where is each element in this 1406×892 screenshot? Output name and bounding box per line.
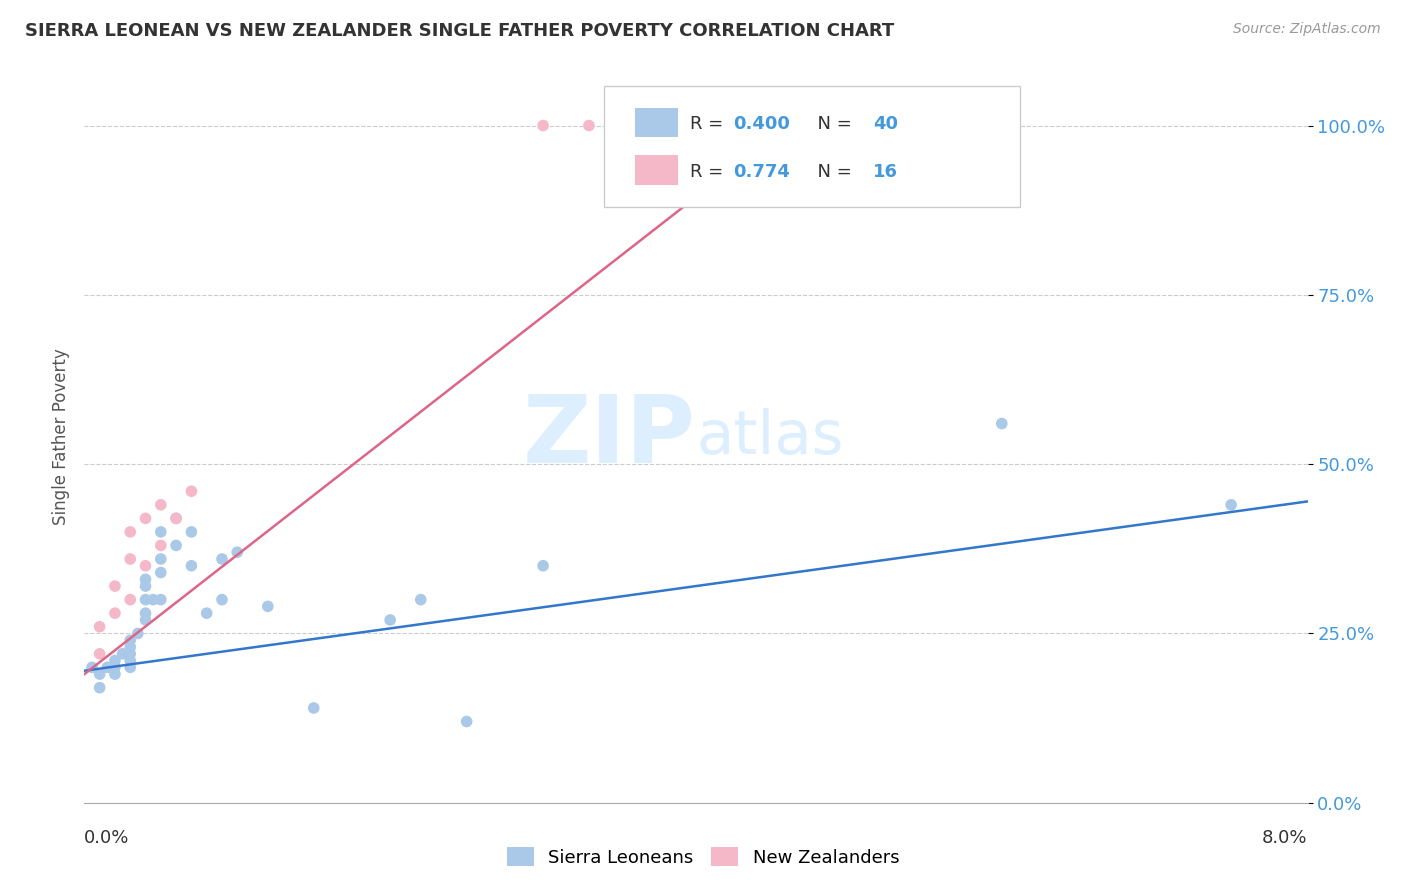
Y-axis label: Single Father Poverty: Single Father Poverty — [52, 349, 70, 525]
Point — [380, 613, 402, 627]
Point — [409, 592, 432, 607]
Point — [104, 654, 127, 668]
Point — [211, 552, 233, 566]
Point — [120, 633, 142, 648]
Point — [165, 511, 187, 525]
Point — [135, 511, 157, 525]
Point — [89, 620, 111, 634]
Point — [165, 511, 187, 525]
Point — [149, 566, 172, 580]
Point — [149, 524, 172, 539]
Point — [104, 579, 127, 593]
Point — [180, 558, 202, 573]
Text: 0.400: 0.400 — [733, 115, 790, 133]
FancyBboxPatch shape — [636, 108, 678, 137]
Legend: Sierra Leoneans, New Zealanders: Sierra Leoneans, New Zealanders — [499, 840, 907, 874]
Point — [149, 552, 172, 566]
Text: atlas: atlas — [696, 408, 844, 467]
FancyBboxPatch shape — [636, 155, 678, 185]
Point — [211, 592, 233, 607]
Point — [195, 606, 218, 620]
Point — [89, 681, 111, 695]
Text: 0.0%: 0.0% — [84, 829, 129, 847]
Point — [578, 119, 600, 133]
Point — [531, 119, 554, 133]
Point — [120, 640, 142, 654]
Point — [120, 660, 142, 674]
Point — [89, 667, 111, 681]
Point — [120, 654, 142, 668]
Point — [149, 592, 172, 607]
Point — [456, 714, 478, 729]
Point — [104, 667, 127, 681]
Text: ZIP: ZIP — [523, 391, 696, 483]
Point — [149, 498, 172, 512]
Point — [120, 552, 142, 566]
Point — [180, 524, 202, 539]
Point — [80, 660, 103, 674]
Point — [135, 606, 157, 620]
Point — [135, 592, 157, 607]
Text: 8.0%: 8.0% — [1263, 829, 1308, 847]
Point — [165, 538, 187, 552]
Point — [104, 660, 127, 674]
Point — [257, 599, 280, 614]
Text: SIERRA LEONEAN VS NEW ZEALANDER SINGLE FATHER POVERTY CORRELATION CHART: SIERRA LEONEAN VS NEW ZEALANDER SINGLE F… — [25, 22, 894, 40]
Point — [135, 613, 157, 627]
Text: N =: N = — [806, 163, 858, 181]
Text: 16: 16 — [873, 163, 898, 181]
Point — [135, 579, 157, 593]
Point — [226, 545, 249, 559]
Point — [180, 484, 202, 499]
Text: R =: R = — [690, 115, 728, 133]
FancyBboxPatch shape — [605, 86, 1021, 207]
Point — [609, 119, 631, 133]
Text: R =: R = — [690, 163, 728, 181]
Point — [89, 647, 111, 661]
Point — [104, 606, 127, 620]
Point — [1220, 498, 1243, 512]
Point — [111, 647, 134, 661]
Point — [302, 701, 325, 715]
Point — [120, 647, 142, 661]
Point — [135, 572, 157, 586]
Point — [142, 592, 165, 607]
Text: 0.774: 0.774 — [733, 163, 790, 181]
Point — [96, 660, 118, 674]
Point — [120, 592, 142, 607]
Point — [531, 558, 554, 573]
Point — [127, 626, 149, 640]
Point — [135, 558, 157, 573]
Text: Source: ZipAtlas.com: Source: ZipAtlas.com — [1233, 22, 1381, 37]
Text: N =: N = — [806, 115, 858, 133]
Text: 40: 40 — [873, 115, 898, 133]
Point — [120, 524, 142, 539]
Point — [991, 417, 1014, 431]
Point — [149, 538, 172, 552]
